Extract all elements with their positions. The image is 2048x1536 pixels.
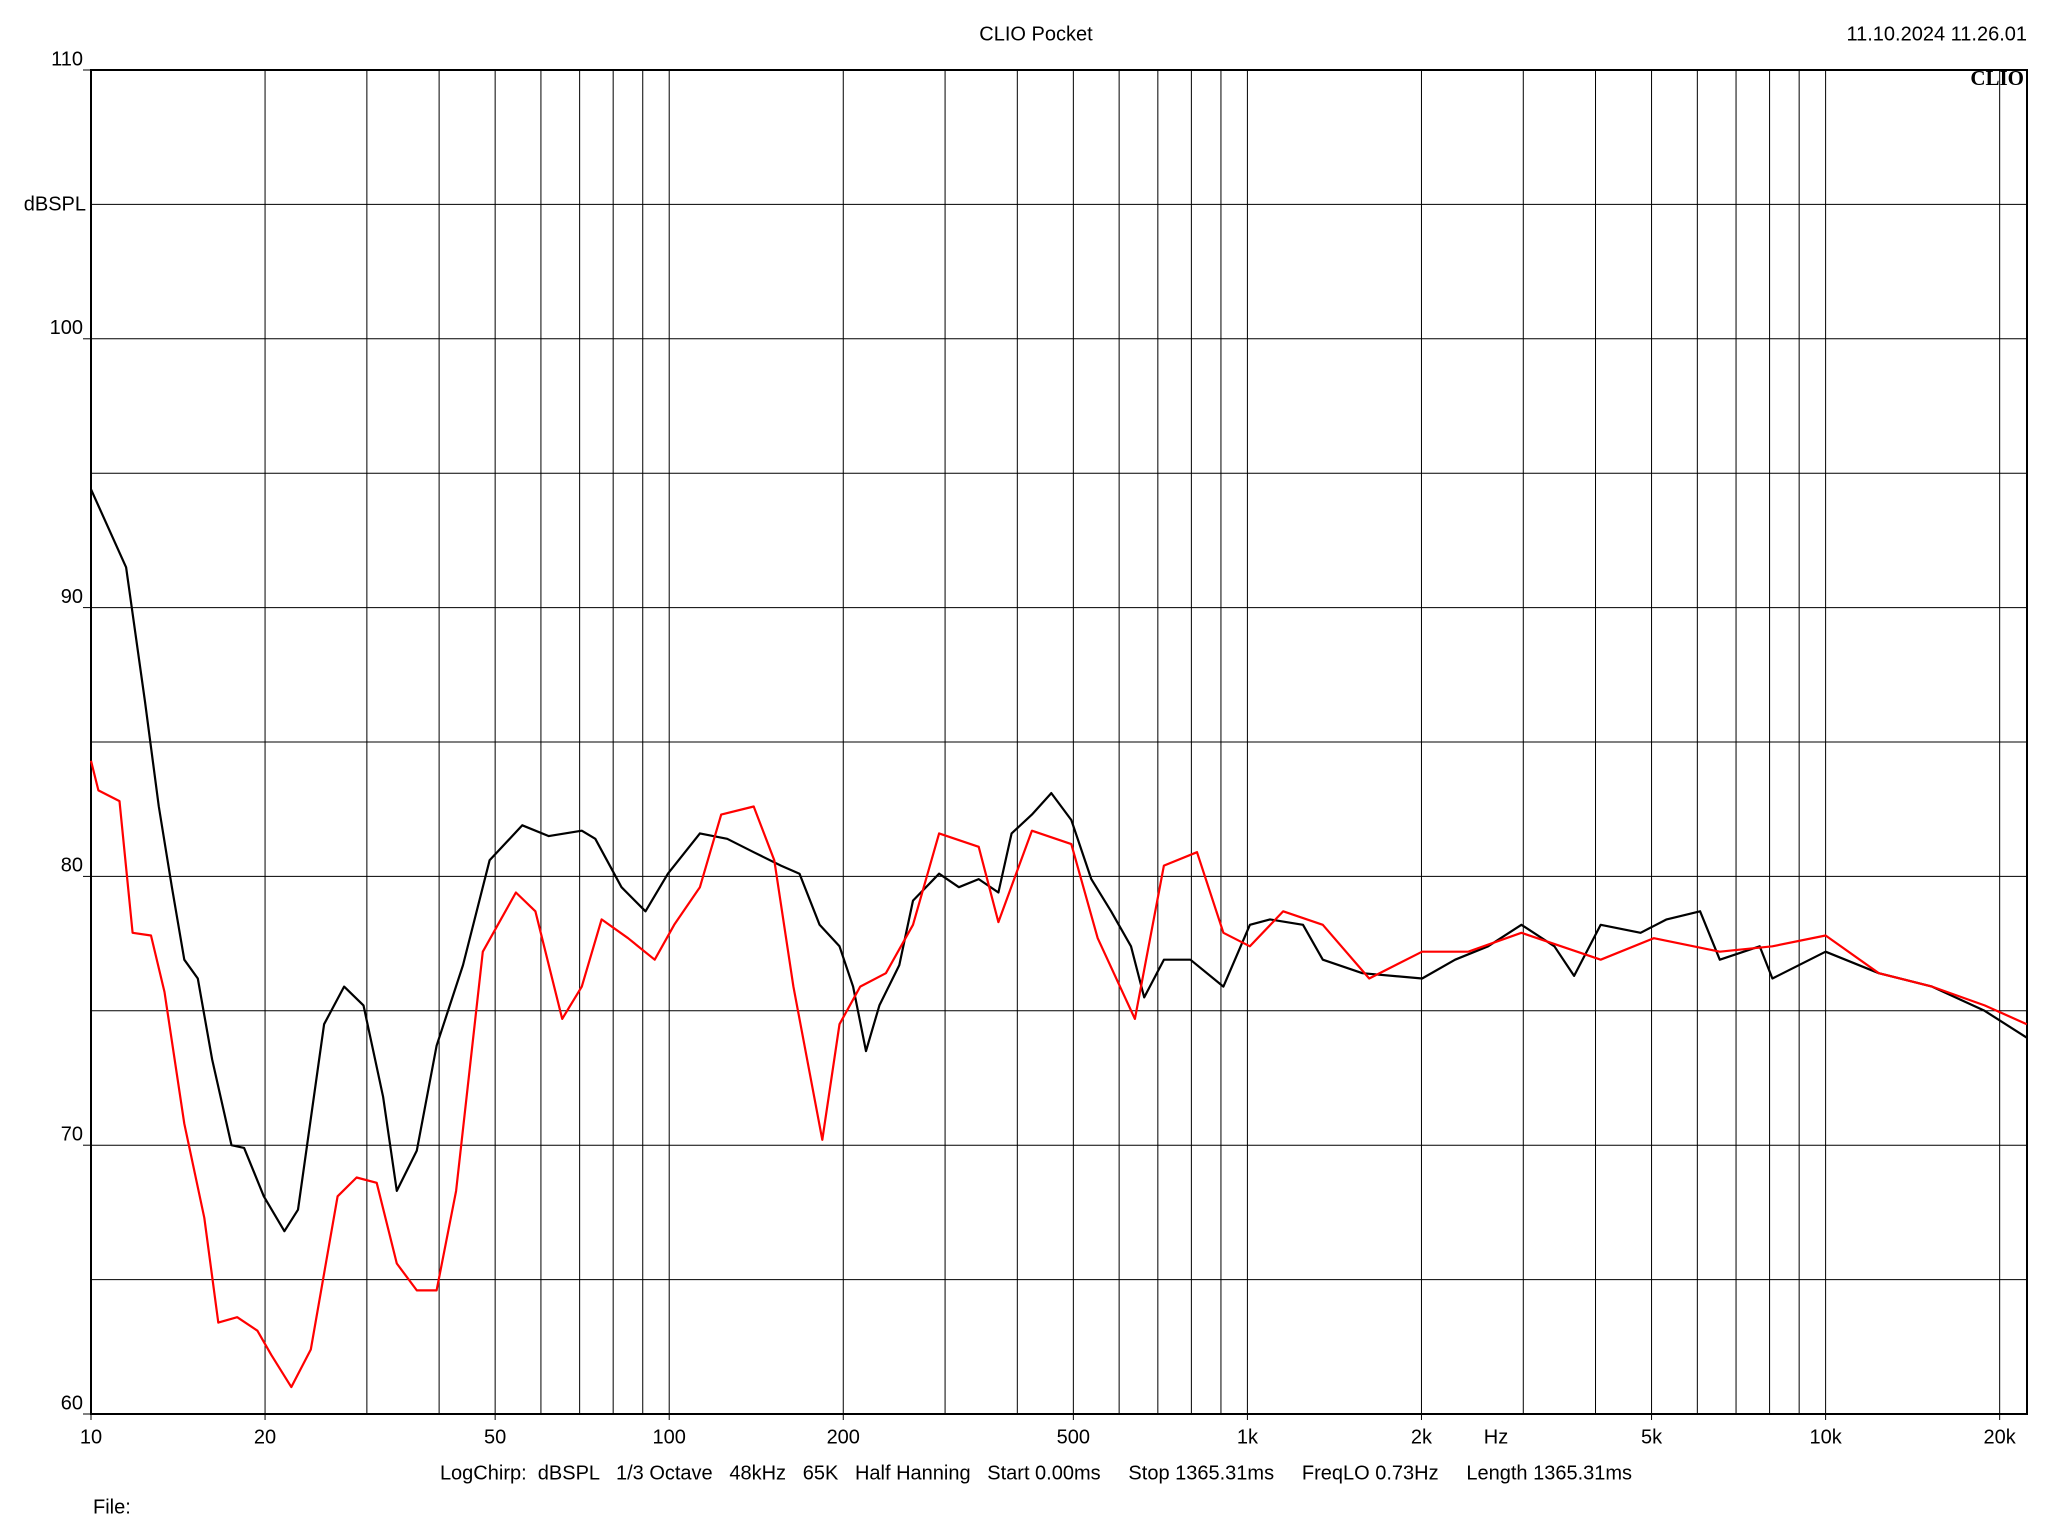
x-tick-label: 20k: [1984, 1426, 2017, 1448]
y-axis-label: dBSPL: [24, 193, 86, 215]
x-tick-label: 5k: [1641, 1426, 1663, 1448]
footer: LogChirp: dBSPL 1/3 Octave 48kHz 65K Hal…: [440, 1462, 1632, 1484]
plot-frame: [90, 69, 2028, 1415]
x-tick-label: 2k: [1411, 1426, 1433, 1448]
series-line: [89, 760, 2028, 1389]
series-line: [89, 488, 2028, 1233]
y-tick-label: 80: [61, 855, 83, 877]
y-tick-label: 110: [51, 48, 83, 70]
timestamp: 11.10.2024 11.26.01: [1846, 23, 2027, 45]
x-tick-label: 200: [827, 1426, 860, 1448]
x-tick-label: 20: [254, 1426, 276, 1448]
y-tick-label: 60: [61, 1392, 83, 1414]
x-axis-unit: Hz: [1484, 1426, 1508, 1448]
x-tick-label: 1k: [1237, 1426, 1259, 1448]
y-tick-label: 90: [61, 586, 83, 608]
x-tick-label: 10: [80, 1426, 102, 1448]
x-tick-label: 10k: [1809, 1426, 1842, 1448]
chart-title: CLIO Pocket: [979, 23, 1093, 45]
y-tick-label: 100: [50, 317, 83, 339]
file-label: File:: [93, 1496, 131, 1518]
x-tick-label: 500: [1057, 1426, 1090, 1448]
y-tick-label: 70: [61, 1123, 83, 1145]
x-tick-label: 100: [653, 1426, 686, 1448]
x-tick-label: 50: [484, 1426, 506, 1448]
